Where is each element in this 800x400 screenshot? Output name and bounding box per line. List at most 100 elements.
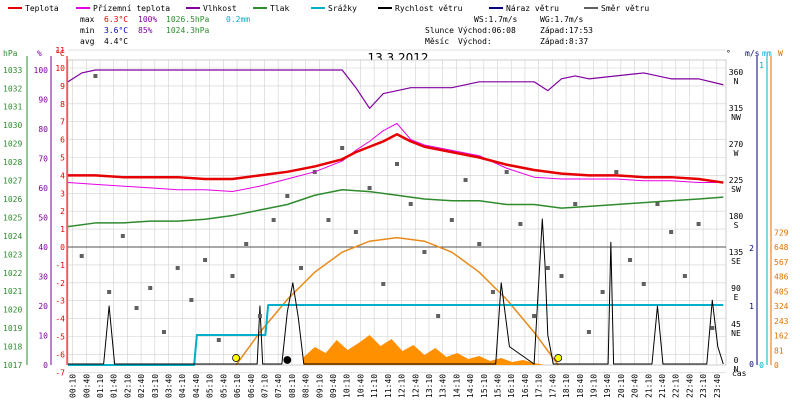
- wind-direction-point: [600, 290, 605, 294]
- legend-label: Vlhkost: [203, 4, 237, 13]
- wind-direction-point: [79, 254, 84, 258]
- wind-direction-point: [395, 162, 399, 166]
- tick-label-time: 13:10: [425, 374, 434, 398]
- series-rain: [68, 304, 724, 366]
- tick-label-time: 06:40: [247, 374, 256, 398]
- wind-direction-point: [477, 242, 482, 246]
- series-solar-radiation: [235, 236, 559, 366]
- series-pressure: [67, 188, 724, 228]
- info-moon-label: Měsíc: [425, 37, 449, 46]
- series-temperature: [68, 132, 724, 184]
- wind-direction-point: [408, 202, 413, 206]
- tick-label-radiation: 0: [774, 361, 779, 370]
- tick-label-compass: NE: [731, 329, 741, 338]
- tick-label-radiation: 81: [774, 346, 784, 355]
- tick-label-time: 21:10: [644, 374, 653, 398]
- wind-direction-point: [230, 274, 235, 278]
- tick-label-radiation: 243: [774, 317, 789, 326]
- tick-label-time: 17:10: [535, 374, 544, 398]
- tick-label-time: 22:10: [672, 374, 681, 398]
- tick-label-time: 08:10: [288, 374, 297, 398]
- wind-direction-point: [710, 326, 715, 330]
- wind-direction-point: [655, 202, 660, 206]
- tick-label-temperature: 8: [60, 100, 65, 109]
- tick-label-time: 17:40: [548, 374, 557, 398]
- wind-direction-point: [353, 230, 358, 234]
- tick-label-humidity: 50: [38, 214, 48, 223]
- tick-label-time: 15:10: [480, 374, 489, 398]
- info-sunset: Západ:17:53: [540, 26, 593, 35]
- tick-label-temperature: -5: [55, 333, 65, 342]
- wind-direction-point: [285, 194, 290, 198]
- tick-label-humidity: 40: [38, 243, 48, 252]
- tick-label-time: 15:40: [494, 374, 503, 398]
- tick-label-time: 18:40: [576, 374, 585, 398]
- stats-row-label: avg: [80, 37, 95, 46]
- stats-pressure: 1026.5hPa: [166, 15, 210, 24]
- tick-label-humidity: 60: [38, 184, 48, 193]
- tick-label-time: 21:40: [658, 374, 667, 398]
- plot-frame: [67, 59, 727, 366]
- wind-direction-point: [340, 146, 345, 150]
- tick-label-time: 06:10: [233, 374, 242, 398]
- tick-label-humidity: 80: [38, 125, 48, 134]
- wind-direction-point: [463, 178, 468, 182]
- tick-label-time: 20:40: [631, 374, 640, 398]
- tick-label-time: 10:10: [343, 374, 352, 398]
- info-moonrise: Východ:: [458, 37, 492, 46]
- stats-table: max 6.3°C 100% 1026.5hPa 0.2mm min 3.6°C 85% 102…: [80, 15, 250, 46]
- tick-label-time: 22:40: [685, 374, 694, 398]
- tick-label-time: 14:10: [452, 374, 461, 398]
- plot-area: [67, 49, 727, 373]
- tick-label-pressure: 1025: [3, 213, 22, 222]
- tick-label-temperature: 9: [60, 82, 65, 91]
- tick-label-time: 02:40: [137, 374, 146, 398]
- tick-label-time: 04:40: [192, 374, 201, 398]
- tick-label-time: 10:40: [356, 374, 365, 398]
- tick-label-wind-dir: 225: [729, 176, 744, 185]
- wind-direction-point: [682, 274, 687, 278]
- axis-unit-radiation: W: [778, 49, 783, 58]
- moonset-marker: [283, 356, 292, 364]
- wind-direction-point: [271, 218, 276, 222]
- tick-label-time: 18:10: [562, 374, 571, 398]
- stats-rain: 0.2mm: [226, 15, 250, 24]
- series-ground-temperature: [67, 122, 724, 193]
- wind-direction-point: [669, 230, 674, 234]
- sunrise-marker: [232, 354, 240, 362]
- wind-direction-point: [436, 314, 441, 318]
- tick-label-pressure: 1032: [3, 84, 22, 93]
- wind-direction-point: [161, 330, 166, 334]
- wind-direction-point: [696, 222, 701, 226]
- tick-label-radiation: 324: [774, 302, 789, 311]
- info-moonset: Západ:8:37: [540, 37, 588, 46]
- tick-label-radiation: 648: [774, 243, 789, 252]
- wind-direction-point: [449, 218, 454, 222]
- tick-label-time: 14:40: [466, 374, 475, 398]
- legend-label: Směr větru: [601, 4, 649, 13]
- tick-label-pressure: 1028: [3, 158, 22, 167]
- wind-direction-point: [614, 170, 619, 174]
- series-wind-speed: [68, 218, 724, 365]
- tick-label-temperature: 1: [60, 225, 65, 234]
- tick-label-time: 23:10: [699, 374, 708, 398]
- tick-label-pressure: 1019: [3, 324, 22, 333]
- tick-label-time: 19:40: [603, 374, 612, 398]
- wind-direction-point: [203, 258, 208, 262]
- tick-label-temperature: -1: [55, 261, 65, 270]
- axis-unit-wind-speed: m/s: [745, 49, 760, 58]
- info-sunrise: Východ:06:08: [458, 26, 516, 35]
- tick-label-pressure: 1029: [3, 140, 22, 149]
- tick-label-temperature: 3: [60, 189, 65, 198]
- tick-label-pressure: 1030: [3, 121, 22, 130]
- tick-label-wind-dir: 270: [729, 140, 744, 149]
- tick-label-temperature: -3: [55, 297, 65, 306]
- tick-label-compass: W: [734, 149, 739, 158]
- stats-pressure: 1024.3hPa: [166, 26, 210, 35]
- tick-label-pressure: 1023: [3, 250, 22, 259]
- tick-label-temperature: -2: [55, 279, 65, 288]
- wind-direction-point: [244, 242, 249, 246]
- stats-temp: 3.6°C: [104, 26, 128, 35]
- tick-label-humidity: 100: [34, 66, 49, 75]
